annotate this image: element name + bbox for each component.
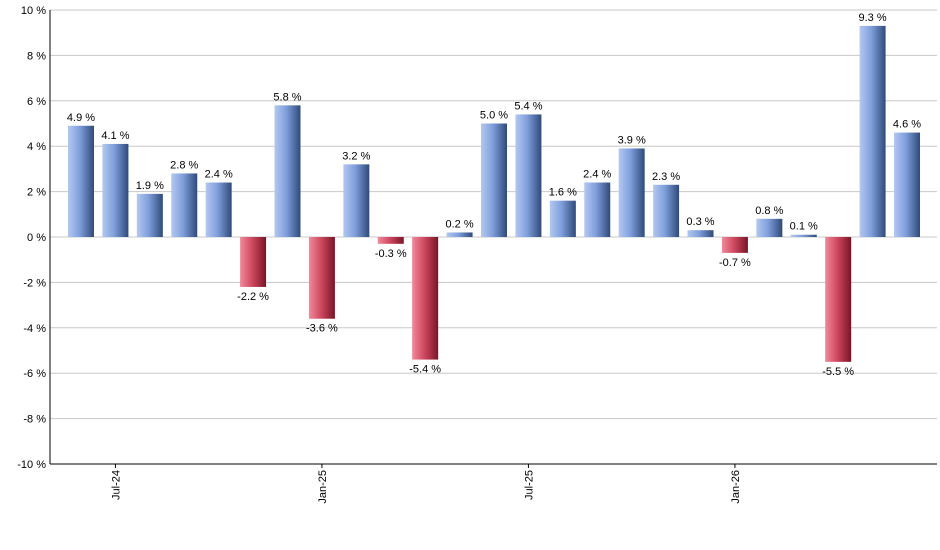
bar — [274, 105, 301, 237]
bar — [515, 114, 542, 237]
data-label: 5.0 % — [480, 110, 508, 122]
data-label: 0.8 % — [755, 205, 783, 217]
bar — [68, 125, 94, 237]
y-tick-label: 0 % — [27, 232, 46, 244]
data-label: -0.3 % — [375, 248, 407, 260]
x-tick-label: Jul-25 — [523, 470, 535, 500]
bar — [790, 234, 817, 237]
bar — [653, 184, 680, 237]
bar — [721, 237, 748, 253]
bar — [412, 237, 439, 360]
y-tick-label: 10 % — [21, 5, 46, 17]
data-label: -2.2 % — [237, 291, 269, 303]
bars — [68, 25, 920, 362]
x-tick-label: Jan-25 — [317, 470, 329, 504]
data-label: 0.1 % — [790, 221, 818, 233]
data-label: -5.5 % — [822, 366, 854, 378]
y-tick-label: -4 % — [23, 323, 46, 335]
y-tick-label: 8 % — [27, 50, 46, 62]
data-labels: 4.9 % 4.1 % 1.9 % 2.8 % 2.4 % -2.2 % 5.8 % -3.6… — [67, 12, 921, 378]
bar — [446, 232, 473, 237]
bar — [308, 237, 335, 319]
bar — [136, 193, 163, 237]
bar — [481, 123, 507, 237]
data-label: 2.4 % — [583, 169, 611, 181]
data-label: 4.6 % — [893, 119, 921, 131]
x-tick-label: Jul-24 — [110, 470, 122, 500]
y-tick-label: -10 % — [17, 459, 46, 471]
bar — [240, 237, 267, 287]
bar — [343, 164, 370, 237]
y-tick-label: 6 % — [27, 96, 46, 108]
bar — [687, 230, 714, 237]
data-label: -3.6 % — [306, 323, 338, 335]
bar — [756, 218, 783, 237]
bar — [859, 25, 886, 237]
data-label: 2.4 % — [205, 169, 233, 181]
bar — [205, 182, 232, 237]
y-tick-label: -6 % — [23, 368, 46, 380]
data-label: 0.2 % — [446, 218, 474, 230]
data-label: 5.4 % — [514, 100, 542, 112]
data-label: 5.8 % — [273, 91, 301, 103]
bar — [171, 173, 198, 237]
y-tick-label: -2 % — [23, 277, 46, 289]
data-label: -5.4 % — [409, 364, 441, 376]
data-label: 3.2 % — [342, 150, 370, 162]
y-tick-label: 2 % — [27, 187, 46, 199]
bar — [549, 200, 576, 237]
data-label: -0.7 % — [719, 257, 751, 269]
bar — [825, 237, 852, 362]
data-label: 1.6 % — [549, 187, 577, 199]
bar — [618, 148, 645, 237]
data-label: 4.9 % — [67, 112, 95, 124]
data-label: 2.3 % — [652, 171, 680, 183]
data-label: 1.9 % — [136, 180, 164, 192]
x-axis: Jul-24 Jan-25 Jul-25 Jan-26 — [50, 463, 937, 504]
y-tick-label: -8 % — [23, 414, 46, 426]
bar — [894, 132, 920, 237]
bar — [377, 237, 404, 244]
y-axis: 10 % 8 % 6 % 4 % 2 % 0 % -2 % -4 % -6 % -8 % -10 % — [17, 5, 51, 471]
data-label: 4.1 % — [101, 130, 129, 142]
data-label: 0.3 % — [686, 216, 714, 228]
data-label: 3.9 % — [618, 134, 646, 146]
data-label: 9.3 % — [859, 12, 887, 24]
x-tick-label: Jan-26 — [730, 470, 742, 504]
data-label: 2.8 % — [170, 159, 198, 171]
bar — [584, 182, 611, 237]
y-tick-label: 4 % — [27, 141, 46, 153]
bar — [102, 143, 129, 237]
